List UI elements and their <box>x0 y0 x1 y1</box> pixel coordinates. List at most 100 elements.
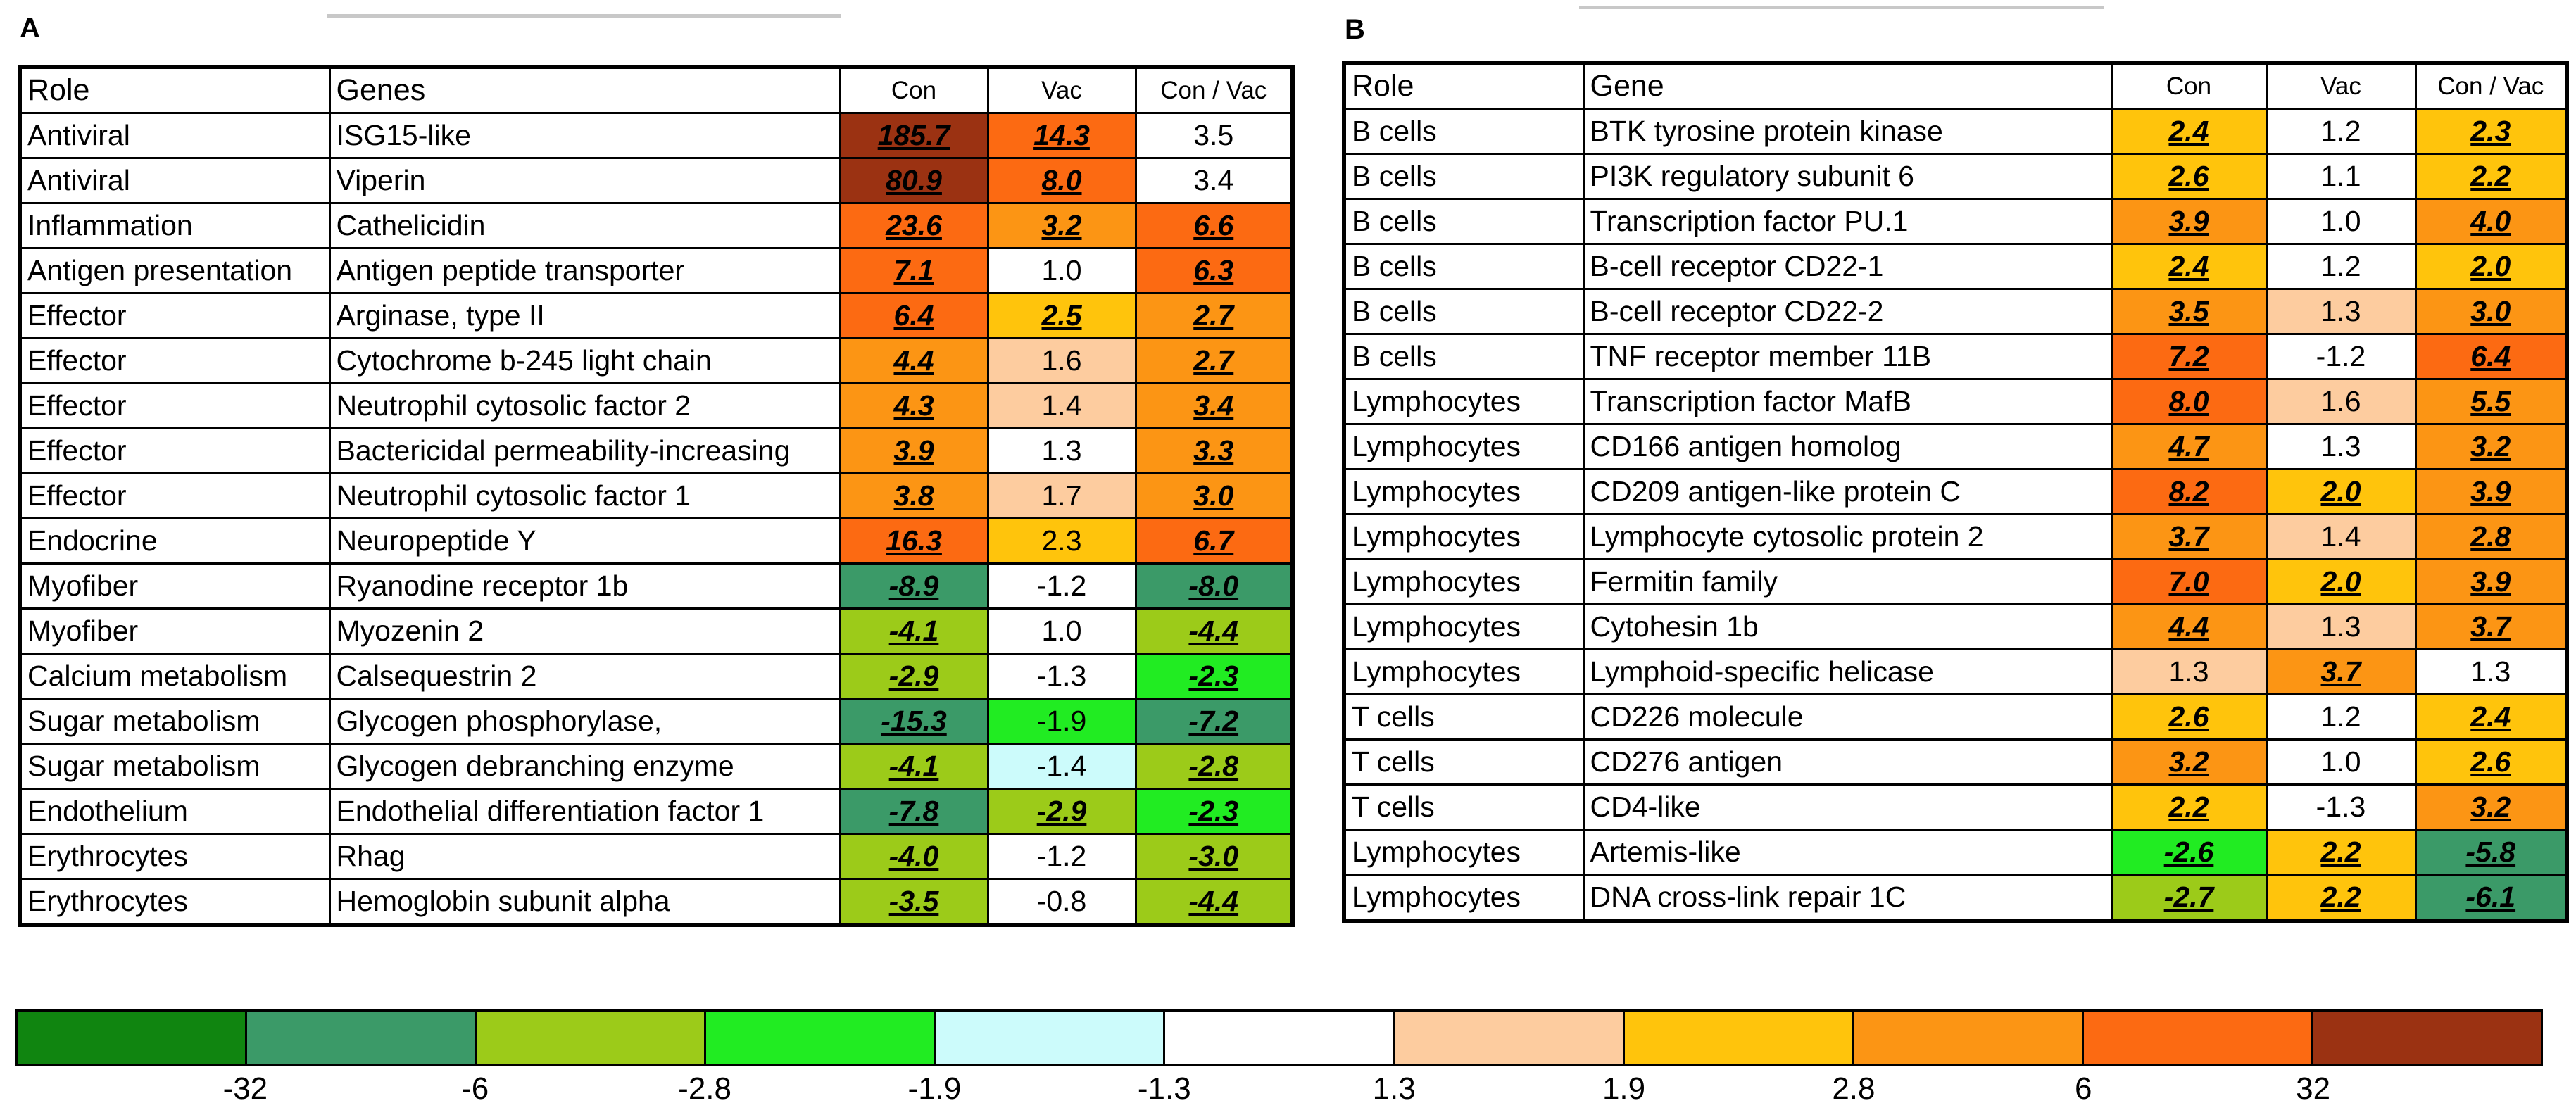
role-cell: Lymphocytes <box>1343 829 1585 876</box>
table-row: Effector Bactericidal permeability-increa… <box>18 427 1294 474</box>
vac-value-cell: 1.1 <box>2265 153 2417 200</box>
vac-value-cell: 1.4 <box>986 382 1137 429</box>
legend-swatch <box>247 1012 477 1064</box>
gene-cell: Artemis-like <box>1582 829 2113 876</box>
gene-cell: Cytohesin 1b <box>1582 603 2113 650</box>
column-header: Con <box>2110 61 2268 110</box>
column-header: Con / Vac <box>1134 65 1294 114</box>
table-row: Lymphocytes Cytohesin 1b 4.4 1.3 3.7 <box>1343 603 2568 650</box>
legend-tick-label: 32 <box>2296 1071 2331 1106</box>
gene-cell: Cytochrome b-245 light chain <box>328 337 841 384</box>
vac-value-cell: -1.3 <box>986 653 1137 700</box>
gene-cell: CD226 molecule <box>1582 693 2113 741</box>
ratio-value-cell: 6.6 <box>1134 202 1294 249</box>
gene-cell: BTK tyrosine protein kinase <box>1582 108 2113 155</box>
legend-swatch <box>18 1012 248 1064</box>
table-row: B cells BTK tyrosine protein kinase 2.4 1.2… <box>1343 108 2568 155</box>
column-header: Con <box>838 65 989 114</box>
vac-value-cell: -1.4 <box>986 743 1137 790</box>
gene-cell: Antigen peptide transporter <box>328 247 841 294</box>
vac-value-cell: 2.0 <box>2265 468 2417 515</box>
ratio-value-cell: 3.4 <box>1134 382 1294 429</box>
legend-swatch <box>1624 1012 1854 1064</box>
ratio-value-cell: -5.8 <box>2414 829 2568 876</box>
con-value-cell: 80.9 <box>838 157 989 204</box>
ratio-value-cell: -4.4 <box>1134 607 1294 655</box>
con-value-cell: -4.1 <box>838 607 989 655</box>
table-row: Antigen presentation Antigen peptide tran… <box>18 247 1294 294</box>
vac-value-cell: 14.3 <box>986 112 1137 159</box>
ratio-value-cell: 1.3 <box>2414 648 2568 695</box>
legend-tick-label: 1.9 <box>1602 1071 1646 1106</box>
role-cell: B cells <box>1343 153 1585 200</box>
ratio-value-cell: 6.3 <box>1134 247 1294 294</box>
table-row: Endothelium Endothelial differentiation f… <box>18 788 1294 835</box>
role-cell: Endocrine <box>18 517 331 565</box>
vac-value-cell: 3.7 <box>2265 648 2417 695</box>
gene-cell: Transcription factor PU.1 <box>1582 198 2113 245</box>
legend-swatch <box>706 1012 936 1064</box>
gene-cell: Lymphocyte cytosolic protein 2 <box>1582 513 2113 560</box>
con-value-cell: 2.4 <box>2110 243 2268 290</box>
ratio-value-cell: 3.0 <box>1134 472 1294 519</box>
ratio-value-cell: 2.7 <box>1134 337 1294 384</box>
table-row: Lymphocytes Fermitin family 7.0 2.0 3.9 <box>1343 558 2568 605</box>
role-cell: T cells <box>1343 783 1585 831</box>
vac-value-cell: 2.5 <box>986 292 1137 339</box>
gene-cell: B-cell receptor CD22-1 <box>1582 243 2113 290</box>
role-cell: B cells <box>1343 243 1585 290</box>
table-row: B cells PI3K regulatory subunit 6 2.6 1.1 2.… <box>1343 153 2568 200</box>
con-value-cell: 4.7 <box>2110 423 2268 470</box>
vac-value-cell: 1.6 <box>2265 378 2417 425</box>
gene-cell: Cathelicidin <box>328 202 841 249</box>
vac-value-cell: -1.2 <box>986 833 1137 880</box>
role-cell: Effector <box>18 382 331 429</box>
role-cell: Lymphocytes <box>1343 648 1585 695</box>
gene-cell: Glycogen debranching enzyme <box>328 743 841 790</box>
ratio-value-cell: -2.3 <box>1134 788 1294 835</box>
table-row: Effector Neutrophil cytosolic factor 1 3.8… <box>18 472 1294 519</box>
vac-value-cell: 2.2 <box>2265 829 2417 876</box>
table-row: Calcium metabolism Calsequestrin 2 -2.9 -1.… <box>18 653 1294 700</box>
vac-value-cell: -0.8 <box>986 878 1137 926</box>
gene-cell: Bactericidal permeability-increasing <box>328 427 841 474</box>
role-cell: Lymphocytes <box>1343 468 1585 515</box>
con-value-cell: 6.4 <box>838 292 989 339</box>
vac-value-cell: 1.3 <box>2265 288 2417 335</box>
con-value-cell: 3.9 <box>2110 198 2268 245</box>
role-cell: Effector <box>18 292 331 339</box>
con-value-cell: -7.8 <box>838 788 989 835</box>
role-cell: Sugar metabolism <box>18 698 331 745</box>
panel-a-label: A <box>20 13 40 44</box>
legend-swatch <box>2313 1012 2542 1064</box>
legend-tick-label: 2.8 <box>1832 1071 1876 1106</box>
vac-value-cell: 1.0 <box>986 607 1137 655</box>
con-value-cell: -8.9 <box>838 562 989 610</box>
role-cell: Effector <box>18 427 331 474</box>
gene-cell: Rhag <box>328 833 841 880</box>
con-value-cell: 7.0 <box>2110 558 2268 605</box>
ratio-value-cell: 3.3 <box>1134 427 1294 474</box>
table-row: Lymphocytes Artemis-like -2.6 2.2 -5.8 <box>1343 829 2568 876</box>
gene-cell: Neuropeptide Y <box>328 517 841 565</box>
vac-value-cell: -1.9 <box>986 698 1137 745</box>
legend-swatch <box>1854 1012 2084 1064</box>
ratio-value-cell: -2.3 <box>1134 653 1294 700</box>
role-cell: Inflammation <box>18 202 331 249</box>
column-header: Genes <box>328 65 841 114</box>
table-row: Erythrocytes Rhag -4.0 -1.2 -3.0 <box>18 833 1294 880</box>
ratio-value-cell: 3.9 <box>2414 468 2568 515</box>
con-value-cell: 3.2 <box>2110 738 2268 786</box>
role-cell: Effector <box>18 337 331 384</box>
ratio-value-cell: -8.0 <box>1134 562 1294 610</box>
role-cell: Erythrocytes <box>18 878 331 926</box>
table-row: Effector Cytochrome b-245 light chain 4.4 1… <box>18 337 1294 384</box>
vac-value-cell: 1.2 <box>2265 243 2417 290</box>
gene-cell: Fermitin family <box>1582 558 2113 605</box>
gene-cell: CD276 antigen <box>1582 738 2113 786</box>
ratio-value-cell: -6.1 <box>2414 874 2568 922</box>
ratio-value-cell: 2.3 <box>2414 108 2568 155</box>
legend-swatch <box>1165 1012 1395 1064</box>
con-value-cell: -4.0 <box>838 833 989 880</box>
table-row: Myofiber Myozenin 2 -4.1 1.0 -4.4 <box>18 607 1294 655</box>
